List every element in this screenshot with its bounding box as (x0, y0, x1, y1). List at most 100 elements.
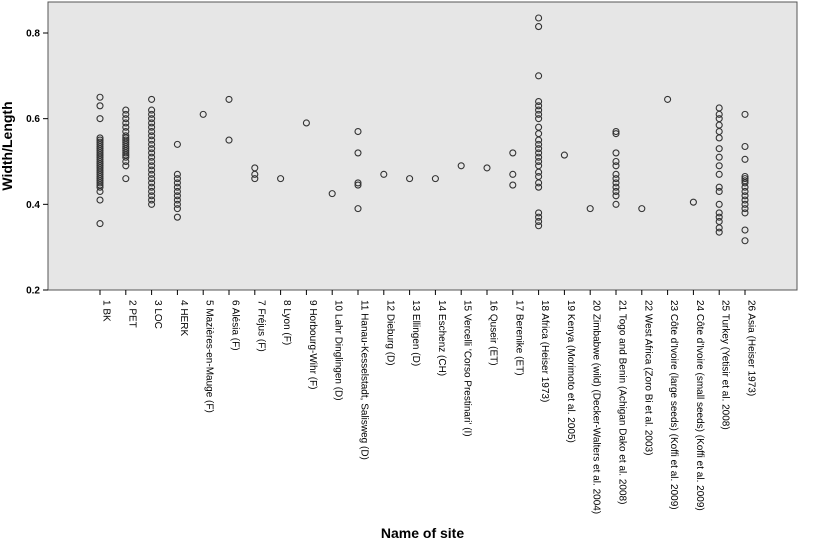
data-point (715, 162, 723, 170)
x-category-label: 19 Kenya (Morimoto et al. 2005) (565, 300, 576, 443)
data-point (535, 23, 543, 31)
x-category-label: 10 Lahr Dinglingen (D) (333, 300, 344, 401)
data-point (715, 187, 723, 196)
data-point (148, 200, 156, 208)
x-category-label: 12 Dieburg (D) (384, 300, 395, 366)
data-point (122, 119, 130, 127)
data-point (509, 149, 517, 157)
data-point (122, 149, 130, 157)
data-point (251, 175, 259, 183)
data-point (148, 115, 156, 123)
data-point (535, 136, 543, 144)
data-point (354, 179, 362, 187)
data-point (173, 196, 181, 204)
data-point (741, 110, 749, 118)
x-category-label: 6 Alésia (F) (230, 300, 241, 351)
data-point (638, 205, 646, 213)
data-point (457, 162, 465, 170)
x-category-label: 23 Côte d'Ivoire (large seeds) (Koffi et… (668, 300, 679, 510)
x-category-label: 18 Africa (Heiser 1973) (539, 300, 550, 402)
data-point (122, 115, 130, 123)
data-point (354, 149, 362, 157)
data-point (612, 200, 620, 208)
data-point (612, 162, 620, 170)
data-point (612, 170, 620, 178)
x-category-label: 21 Togo and Benin (Achigan Dako et al. 2… (617, 300, 628, 504)
data-point (535, 153, 543, 161)
data-point (148, 170, 156, 178)
x-category-label: 13 Ellingen (D) (410, 300, 421, 366)
data-point (148, 149, 156, 157)
data-point (225, 95, 233, 103)
data-point (586, 205, 594, 213)
data-point (715, 209, 723, 217)
data-point (612, 179, 620, 187)
data-point (535, 102, 543, 110)
data-point (535, 145, 543, 153)
data-point (612, 187, 620, 196)
x-category-label: 5 Mazières-en-Mauge (F) (204, 300, 215, 413)
y-axis: 0.2 0.4 0.6 0.8 (26, 29, 48, 297)
data-point (509, 181, 517, 189)
x-category-label: 8 Lyon (F) (281, 300, 292, 345)
data-point (715, 200, 723, 208)
data-point (96, 196, 104, 204)
data-point (148, 140, 156, 148)
data-point (535, 222, 543, 230)
x-category-label: 14 Eschenz (CH) (436, 300, 447, 376)
data-point (535, 115, 543, 123)
data-point (122, 106, 130, 114)
x-axis: 1 BK 2 PET 3 LOC 4 HERK 5 Mazières-en-Mauge … (99, 290, 757, 514)
data-point (148, 110, 156, 118)
data-point (251, 170, 259, 178)
plot-area (47, 1, 798, 291)
data-point (148, 179, 156, 187)
data-point (612, 175, 620, 183)
data-point (664, 95, 672, 103)
data-point (715, 183, 723, 191)
data-point (96, 220, 104, 228)
data-point (535, 14, 543, 22)
data-point (741, 209, 749, 217)
data-point (354, 205, 362, 213)
data-point (715, 170, 723, 178)
data-point (122, 123, 130, 131)
data-point (741, 196, 749, 204)
data-point (535, 140, 543, 148)
x-category-label: 11 Hanau-Kesselstadt, Salisweg (D) (359, 300, 370, 460)
data-point (148, 162, 156, 170)
data-point (535, 110, 543, 118)
data-point (173, 170, 181, 178)
data-point (148, 127, 156, 136)
data-point (96, 179, 104, 187)
data-point (715, 134, 723, 142)
data-point (148, 145, 156, 153)
data-point (741, 175, 749, 183)
data-point (535, 213, 543, 221)
data-point (173, 213, 181, 221)
data-point (509, 170, 517, 178)
data-point (173, 183, 181, 191)
y-tick-label: 0.8 (26, 29, 40, 40)
x-category-label: 1 BK (101, 300, 112, 322)
data-point (354, 181, 362, 189)
data-point (431, 175, 439, 183)
data-point (148, 153, 156, 161)
data-points (96, 14, 749, 245)
data-point (173, 200, 181, 208)
data-point (122, 153, 130, 161)
data-point (741, 200, 749, 208)
x-category-label: 15 Vercelli 'Corso Prestinari' (I) (462, 300, 473, 437)
data-point (741, 179, 749, 187)
data-point (148, 106, 156, 114)
x-category-label: 26 Asia (Heiser 1973) (746, 300, 757, 396)
data-point (173, 187, 181, 196)
data-point (173, 179, 181, 187)
data-point (483, 164, 491, 172)
data-point (741, 192, 749, 200)
y-tick-label: 0.6 (26, 114, 40, 125)
data-point (612, 183, 620, 191)
data-point (380, 170, 388, 178)
data-point (560, 151, 568, 159)
x-category-label: 17 Berenike (ET) (513, 300, 524, 376)
